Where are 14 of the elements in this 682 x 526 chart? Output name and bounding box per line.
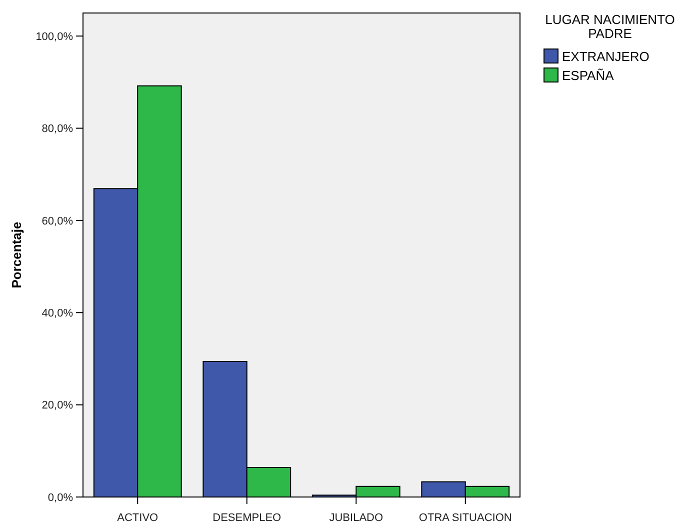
x-tick-label: JUBILADO bbox=[329, 512, 384, 524]
y-tick-label: 100,0% bbox=[36, 30, 74, 43]
y-tick-label: 60,0% bbox=[42, 215, 74, 228]
legend-label: ESPAÑA bbox=[562, 68, 614, 83]
x-tick-label: ACTIVO bbox=[117, 512, 159, 524]
y-axis-title: Porcentaje bbox=[9, 222, 24, 288]
y-tick-label: 40,0% bbox=[42, 307, 74, 320]
x-tick-label: DESEMPLEO bbox=[212, 512, 282, 524]
y-tick-label: 20,0% bbox=[42, 400, 74, 412]
legend-label: EXTRANJERO bbox=[562, 49, 650, 64]
y-tick-label: 80,0% bbox=[42, 123, 74, 136]
y-tick-label: 0,0% bbox=[48, 492, 74, 504]
legend-title: LUGAR NACIMIENTO PADRE bbox=[545, 12, 675, 41]
x-tick-label: OTRA SITUACION bbox=[418, 512, 512, 524]
